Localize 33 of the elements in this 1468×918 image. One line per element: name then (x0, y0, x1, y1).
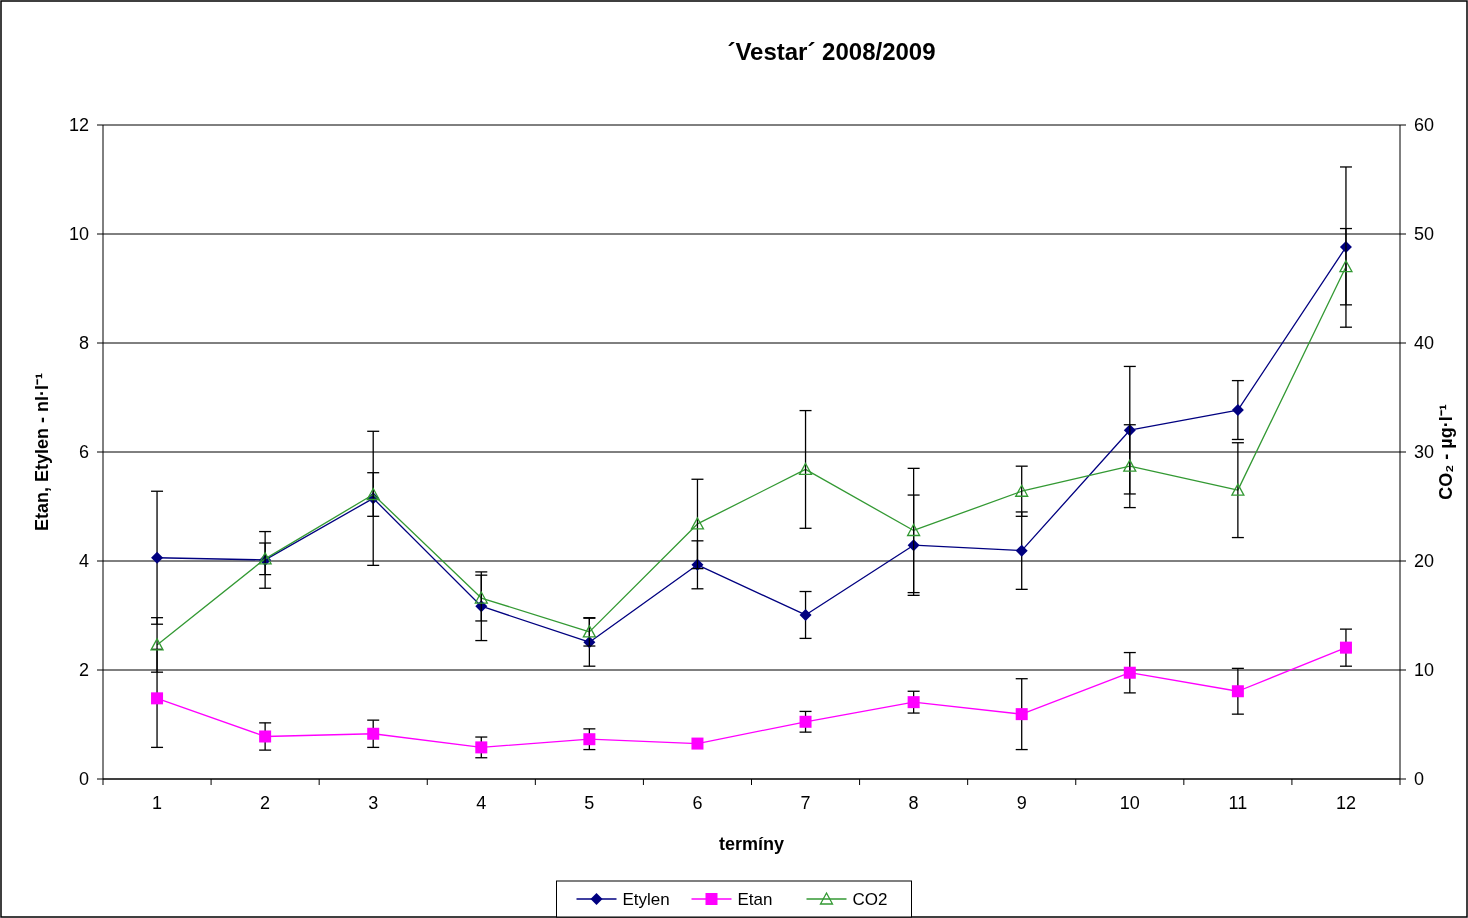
x-tick-label: 7 (800, 793, 811, 813)
y2-tick-label: 60 (1414, 115, 1435, 136)
chart-title: ´Vestar´ 2008/2009 (727, 38, 936, 65)
x-tick-label: 9 (1016, 793, 1027, 813)
x-axis-title: termíny (718, 834, 785, 854)
x-tick-label: 11 (1228, 793, 1248, 813)
x-tick-label: 2 (260, 793, 271, 813)
y-tick-label: 4 (78, 551, 89, 572)
y-tick-label: 12 (68, 115, 89, 136)
y2-tick-label: 10 (1414, 660, 1435, 681)
x-tick-label: 8 (908, 793, 919, 813)
x-tick-label: 10 (1119, 793, 1140, 813)
y-tick-label: 8 (78, 333, 89, 354)
x-tick-label: 4 (476, 793, 487, 813)
y-axis-title: Etan, Etylen - nl·l⁻¹ (32, 372, 52, 532)
x-tick-label: 3 (368, 793, 379, 813)
y2-tick-label: 40 (1414, 333, 1435, 354)
y2-tick-label: 20 (1414, 551, 1435, 572)
y-tick-label: 6 (78, 442, 89, 463)
y-tick-label: 10 (68, 224, 89, 245)
y2-tick-label: 0 (1414, 769, 1425, 790)
legend-label: CO2 (852, 889, 888, 909)
y-tick-label: 2 (78, 660, 89, 681)
y2-tick-label: 50 (1414, 224, 1435, 245)
x-tick-label: 12 (1335, 793, 1356, 813)
x-tick-label: 6 (692, 793, 703, 813)
y-tick-label: 0 (78, 769, 89, 790)
legend-label: Etylen (622, 889, 670, 909)
y2-tick-label: 30 (1414, 442, 1435, 463)
y2-axis-title: CO₂ - µg·l⁻¹ (1436, 404, 1456, 500)
x-tick-label: 1 (152, 793, 163, 813)
legend-label: Etan (737, 889, 773, 909)
x-tick-label: 5 (584, 793, 595, 813)
